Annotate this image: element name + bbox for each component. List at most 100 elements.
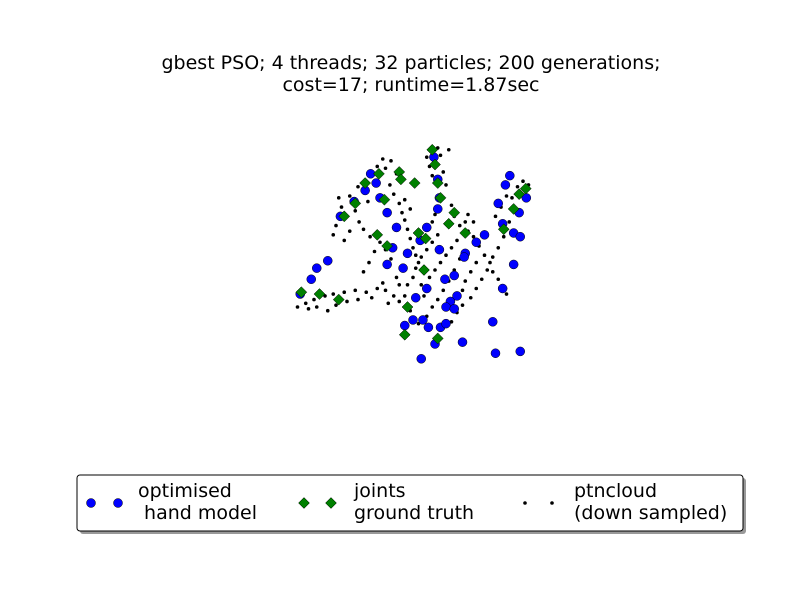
ptncloud-point [411, 246, 415, 250]
legend-label-ground-truth-line-1: joints [353, 480, 406, 502]
hand-model-point [500, 180, 511, 190]
joint-point [434, 191, 447, 204]
legend-marker-hand-model-2 [113, 498, 123, 508]
ptncloud-point [375, 164, 380, 169]
ptncloud-point [295, 305, 300, 309]
ptncloud-point [463, 220, 468, 224]
ptncloud-point [430, 305, 435, 309]
ptncloud-point [334, 223, 338, 228]
hand-model-point [471, 237, 481, 247]
ptncloud-point [361, 227, 366, 232]
joint-point [338, 210, 351, 223]
joint-point [429, 158, 441, 171]
joint-point [332, 293, 345, 306]
ptncloud-point [361, 270, 366, 274]
ptncloud-point [515, 184, 520, 189]
ptncloud-point [460, 303, 465, 307]
hand-model-point [449, 304, 459, 314]
ptncloud-point [430, 173, 435, 178]
ptncloud-point [303, 301, 308, 306]
legend-marker-ground-truth-2 [325, 497, 337, 509]
ptncloud-point [366, 199, 370, 204]
legend-marker-ground-truth-1 [298, 497, 310, 509]
ptncloud-point [342, 290, 347, 295]
ptncloud-point [438, 153, 443, 158]
ptncloud-point [347, 194, 352, 198]
legend-marker-hand-model-1 [86, 498, 96, 508]
joint-point [401, 301, 414, 313]
joint-point [373, 167, 385, 180]
ptncloud-point [419, 283, 424, 287]
hand-model-point [398, 263, 408, 273]
legend-label-hand-model-line-2: hand model [138, 502, 257, 524]
ptncloud-point [419, 255, 424, 259]
ptncloud-point [430, 220, 435, 224]
legend-label-ptncloud-line-2: (down sampled) [574, 502, 727, 524]
ptncloud-point [388, 183, 392, 187]
ptncloud-point [386, 301, 391, 306]
ptncloud-point [334, 303, 338, 307]
ptncloud-point [435, 233, 440, 237]
joint-point [359, 177, 372, 189]
joint-point [313, 288, 326, 300]
ptncloud-point [435, 297, 440, 302]
legend-entry-ground-truth: joints ground truth [298, 480, 474, 524]
ptncloud-point [427, 275, 432, 280]
ptncloud-point [482, 253, 487, 257]
plot-area [295, 143, 532, 364]
series-points [295, 143, 532, 364]
hand-model-point [382, 207, 392, 218]
hand-model-point [382, 259, 392, 270]
joint-point [497, 223, 510, 236]
ptncloud-point [430, 240, 435, 245]
ptncloud-point [493, 214, 498, 219]
joint-point [378, 193, 391, 206]
joint-point [519, 182, 532, 195]
ptncloud-point [479, 277, 484, 282]
joint-point [381, 240, 394, 252]
ptncloud-point [460, 288, 465, 293]
ptncloud-point [488, 260, 492, 265]
joint-point [442, 217, 455, 230]
ptncloud-point [424, 247, 429, 252]
ptncloud-point [369, 295, 374, 300]
ptncloud-point [400, 210, 404, 215]
hand-model-point [312, 263, 322, 273]
ptncloud-point [413, 266, 418, 270]
hand-model-point [441, 302, 451, 312]
ptncloud-point [468, 295, 473, 300]
ptncloud-point [490, 255, 495, 259]
ptncloud-point [353, 288, 358, 293]
ptncloud-point [438, 260, 443, 265]
hand-model-point [440, 274, 450, 284]
ptncloud-point [433, 268, 437, 272]
ptncloud-point [507, 220, 512, 224]
joint-point [395, 173, 407, 186]
ptncloud-point [510, 196, 514, 200]
hand-model-point [508, 259, 519, 270]
legend: optimised hand model joints ground truth… [76, 474, 746, 534]
hand-model-point [423, 322, 434, 333]
joint-point [431, 332, 444, 345]
ptncloud-point [457, 223, 462, 228]
ptncloud-point [339, 205, 344, 209]
hand-model-point [490, 348, 501, 358]
ptncloud-point [353, 209, 358, 213]
ptncloud-point [501, 234, 506, 239]
hand-model-point [391, 222, 402, 233]
ptncloud-point [496, 277, 501, 282]
ptncloud-point [364, 290, 369, 295]
hand-model-point [323, 256, 333, 266]
hand-model-point [416, 354, 426, 364]
hand-model-point [433, 204, 443, 214]
hand-model-point [488, 317, 498, 327]
ptncloud-point [380, 281, 385, 285]
ptncloud-point [441, 288, 446, 293]
ptncloud-point [411, 275, 415, 280]
hand-model-point [479, 230, 490, 240]
ptncloud-point [474, 286, 479, 291]
ptncloud-point [389, 257, 393, 261]
legend-label-ptncloud-line-1: ptncloud [574, 480, 657, 502]
hand-model-point [371, 178, 381, 188]
